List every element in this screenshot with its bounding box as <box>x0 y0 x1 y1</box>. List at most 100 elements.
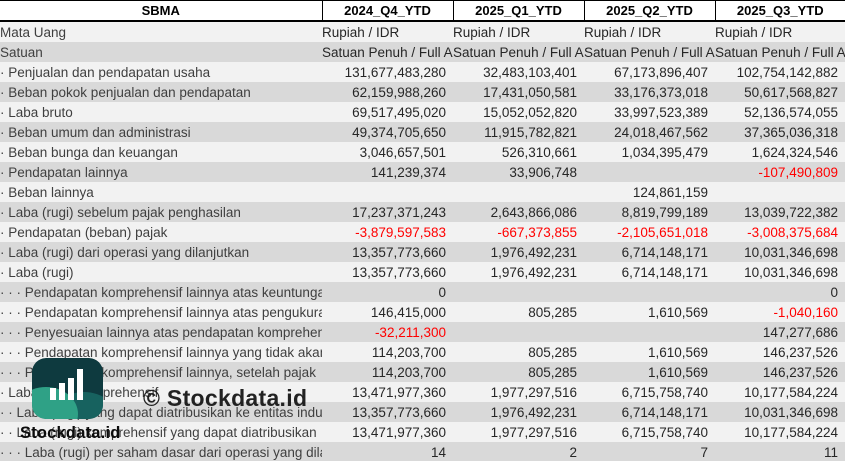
cell-value <box>584 162 715 182</box>
cell-value: 805,285 <box>528 304 577 320</box>
cell-value: 32,483,103,401 <box>483 64 577 80</box>
row-label: · Beban bunga dan keuangan <box>0 144 178 160</box>
row-label: · · · Penyesuaian lainnya atas pendapata… <box>0 324 322 340</box>
table-row: · Pendapatan lainnya 141,239,374 33,906,… <box>0 162 845 182</box>
cell-value: 7 <box>700 444 708 460</box>
table-row: · · Laba (rugi) yang dapat diatribusikan… <box>0 402 845 422</box>
row-label: · · · Pendapatan komprehensif lainnya at… <box>0 284 322 300</box>
table-row: · · · Pendapatan komprehensif lainnya at… <box>0 302 845 322</box>
cell-value: Rupiah / IDR <box>584 24 662 40</box>
table-row: · · · Laba (rugi) per saham dasar dari o… <box>0 442 845 461</box>
cell-value: 10,177,584,224 <box>744 424 838 440</box>
cell-value: 2,643,866,086 <box>490 204 577 220</box>
cell-value: 37,365,036,318 <box>744 124 838 140</box>
cell-value <box>715 182 845 202</box>
cell-value: 124,861,159 <box>632 184 708 200</box>
cell-value: 13,357,773,660 <box>352 264 446 280</box>
cell-value: -32,211,300 <box>374 324 446 340</box>
cell-value: 805,285 <box>528 344 577 360</box>
cell-value: 10,031,346,698 <box>744 264 838 280</box>
cell-value: 146,415,000 <box>370 304 446 320</box>
cell-value <box>453 182 584 202</box>
cell-value: 114,203,700 <box>371 364 446 380</box>
cell-value: 11 <box>823 444 838 460</box>
cell-value: 146,237,526 <box>762 344 838 360</box>
cell-value: 33,906,748 <box>509 164 577 180</box>
bar-chart-logo-icon <box>32 358 103 419</box>
cell-value: -107,490,809 <box>758 164 838 180</box>
table-row: · Laba bruto 69,517,495,020 15,052,052,8… <box>0 102 845 122</box>
row-label: · Beban lainnya <box>0 184 94 200</box>
cell-value: 6,714,148,171 <box>621 264 708 280</box>
cell-value: 526,310,661 <box>501 144 577 160</box>
cell-value: 1,977,297,516 <box>490 384 577 400</box>
row-label: · · · Laba (rugi) per saham dasar dari o… <box>0 444 322 460</box>
table-row: · · · Pendapatan komprehensif lainnya, s… <box>0 362 845 382</box>
cell-value: 15,052,052,820 <box>483 104 577 120</box>
cell-value: 3,046,657,501 <box>359 144 446 160</box>
cell-value: 17,431,050,581 <box>483 84 577 100</box>
table-row: · Laba (rugi) dari operasi yang dilanjut… <box>0 242 845 262</box>
row-label: · Laba (rugi) sebelum pajak penghasilan <box>0 204 241 220</box>
cell-value: Rupiah / IDR <box>322 24 400 40</box>
cell-value: 147,277,686 <box>762 324 838 340</box>
row-label: · Beban pokok penjualan dan pendapatan <box>0 84 251 100</box>
column-header-period-4: 2025_Q3_YTD <box>714 0 845 22</box>
cell-value: 67,173,896,407 <box>614 64 708 80</box>
row-label: · Pendapatan (beban) pajak <box>0 224 168 240</box>
cell-value: 131,677,483,280 <box>344 64 446 80</box>
cell-value: 114,203,700 <box>371 344 446 360</box>
cell-value: 1,034,395,479 <box>621 144 708 160</box>
table-row: · Laba (rugi) sebelum pajak penghasilan … <box>0 202 845 222</box>
cell-value: 33,997,523,389 <box>614 104 708 120</box>
header-row: SBMA 2024_Q4_YTD 2025_Q1_YTD 2025_Q2_YTD… <box>0 0 845 22</box>
cell-value: 6,714,148,171 <box>621 404 708 420</box>
table-row: · Beban pokok penjualan dan pendapatan 6… <box>0 82 845 102</box>
cell-value: 10,031,346,698 <box>744 244 838 260</box>
cell-value: 13,357,773,660 <box>352 404 446 420</box>
cell-value: Rupiah / IDR <box>453 24 531 40</box>
table-body: Mata Uang Rupiah / IDR Rupiah / IDR Rupi… <box>0 21 845 461</box>
cell-value: 6,715,758,740 <box>621 424 708 440</box>
table-row: · Laba (rugi) 13,357,773,660 1,976,492,2… <box>0 262 845 282</box>
row-label: · Laba (rugi) dari operasi yang dilanjut… <box>0 244 250 260</box>
column-header-ticker: SBMA <box>0 0 322 22</box>
cell-value: Satuan Penuh / Full Amount <box>322 44 453 60</box>
cell-value: 1,610,569 <box>647 344 708 360</box>
cell-value: Satuan Penuh / Full Amount <box>715 44 845 60</box>
cell-value: -3,879,597,583 <box>355 224 446 240</box>
column-header-period-3: 2025_Q2_YTD <box>583 0 715 22</box>
cell-value: -3,008,375,684 <box>747 224 838 240</box>
cell-value <box>584 282 715 302</box>
table-row: · · · Pendapatan komprehensif lainnya ya… <box>0 342 845 362</box>
watermark-copyright-text: © Stockdata.id <box>143 385 308 411</box>
table-row: · Beban lainnya 124,861,159 <box>0 182 845 202</box>
column-header-period-2: 2025_Q1_YTD <box>452 0 584 22</box>
row-label: Mata Uang <box>0 24 67 40</box>
cell-value: 52,136,574,055 <box>744 104 838 120</box>
table-row: Mata Uang Rupiah / IDR Rupiah / IDR Rupi… <box>0 21 845 42</box>
cell-value: 1,976,492,231 <box>490 404 577 420</box>
cell-value: 14 <box>430 444 446 460</box>
table-row: · · · Penyesuaian lainnya atas pendapata… <box>0 322 845 342</box>
column-header-period-1: 2024_Q4_YTD <box>321 0 453 22</box>
cell-value: 13,357,773,660 <box>352 244 446 260</box>
cell-value: 17,237,371,243 <box>352 204 446 220</box>
cell-value: 1,624,324,546 <box>751 144 838 160</box>
table-row: · Pendapatan (beban) pajak -3,879,597,58… <box>0 222 845 242</box>
cell-value: 49,374,705,650 <box>352 124 446 140</box>
cell-value: -2,105,651,018 <box>617 224 708 240</box>
table-row: · · · Pendapatan komprehensif lainnya at… <box>0 282 845 302</box>
cell-value: 10,031,346,698 <box>744 404 838 420</box>
cell-value: 1,976,492,231 <box>490 264 577 280</box>
row-label: · · Laba (rugi) komprehensif yang dapat … <box>0 424 317 440</box>
cell-value: 1,977,297,516 <box>490 424 577 440</box>
table-row: · Penjualan dan pendapatan usaha 131,677… <box>0 62 845 82</box>
cell-value: 62,159,988,260 <box>352 84 446 100</box>
cell-value: 141,239,374 <box>370 164 446 180</box>
cell-value: 1,610,569 <box>647 364 708 380</box>
row-label: · Laba bruto <box>0 104 73 120</box>
table-row: · Laba (rugi) komprehensif 13,471,977,36… <box>0 382 845 402</box>
cell-value: 13,471,977,360 <box>352 424 446 440</box>
